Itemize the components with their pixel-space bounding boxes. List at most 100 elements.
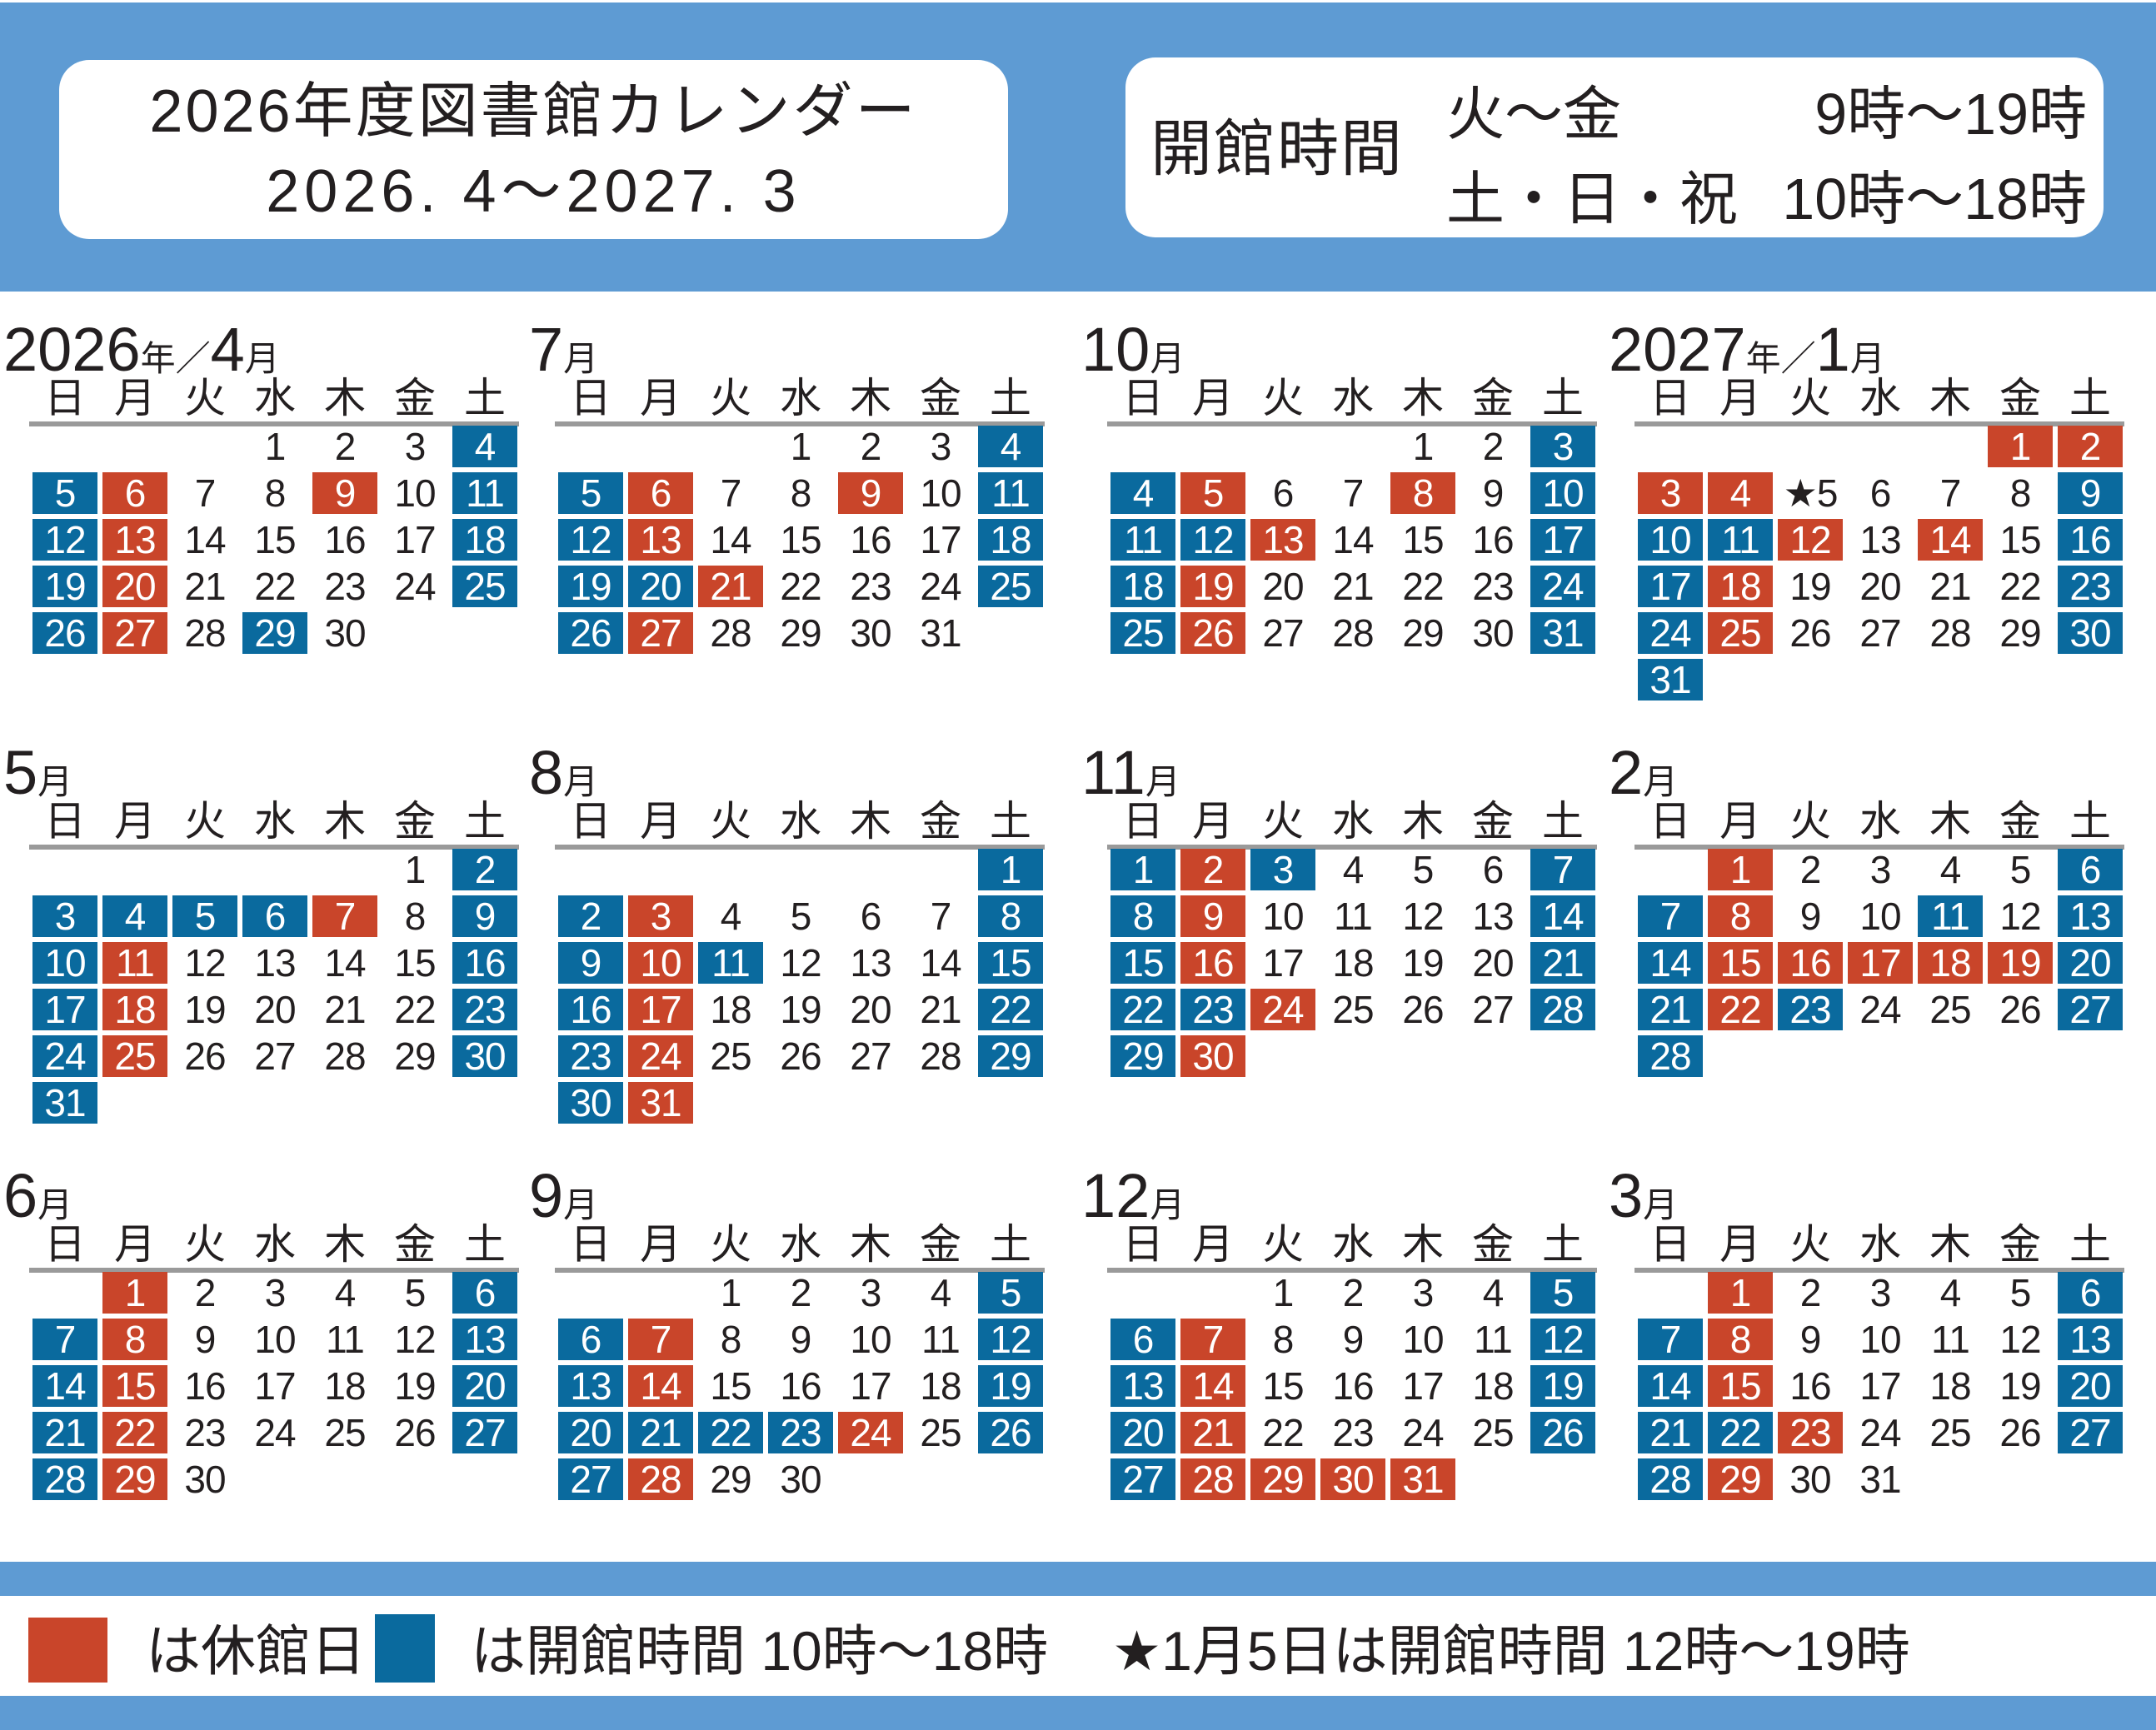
- day-cell-short: 20: [558, 1412, 623, 1453]
- calendar-period: 2026. 4～2027. 3: [266, 158, 801, 225]
- day-cell-normal: 29: [394, 1035, 436, 1078]
- day-cell-short: 22: [698, 1412, 763, 1453]
- weekday-header: 木: [324, 375, 366, 421]
- day-cell-short: 20: [452, 1365, 517, 1407]
- day-cell-closed: 26: [1180, 612, 1245, 654]
- day-cell-normal: 12: [394, 1318, 436, 1361]
- day-cell-normal: 14: [920, 941, 961, 985]
- day-cell-normal: 23: [324, 565, 366, 608]
- weekday-header: 木: [1402, 798, 1444, 845]
- day-cell-short: 18: [1110, 566, 1175, 607]
- day-cell-normal: 9: [1799, 895, 1822, 938]
- day-cell-normal: 3: [404, 425, 427, 468]
- day-cell-short: 21: [32, 1412, 97, 1453]
- day-cell-normal: 22: [1262, 1411, 1304, 1454]
- day-cell-short: 14: [32, 1365, 97, 1407]
- day-cell-normal: 31: [1859, 1458, 1901, 1501]
- day-cell-normal: 19: [1402, 941, 1444, 985]
- day-cell-short: 20: [1110, 1412, 1175, 1453]
- weekday-header: 土: [1542, 375, 1584, 421]
- month-title-suffix: 月: [37, 762, 73, 801]
- day-cell-short: 7: [1638, 1319, 1703, 1360]
- weekday-header: 月: [640, 1221, 681, 1268]
- day-cell-short: 12: [1180, 519, 1245, 561]
- weekday-header: 火: [710, 1221, 751, 1268]
- day-cell-normal: 22: [1999, 565, 2041, 608]
- day-cell-normal: 24: [1859, 1411, 1901, 1454]
- day-cell-normal: 2: [860, 425, 882, 468]
- day-cell-closed: 13: [1250, 519, 1315, 561]
- weekday-header: 金: [1472, 798, 1514, 845]
- day-cell-normal: 16: [1789, 1364, 1831, 1408]
- day-cell-normal: 6: [860, 895, 882, 938]
- day-cell-short: 6: [2058, 849, 2123, 890]
- day-cell-short: 8: [978, 895, 1043, 937]
- day-cell-normal: 23: [850, 565, 891, 608]
- day-cell-short: 24: [1638, 612, 1703, 654]
- day-cell-normal: 30: [324, 611, 366, 655]
- weekday-header: 土: [1542, 798, 1584, 845]
- day-cell-normal: 26: [184, 1035, 226, 1078]
- day-cell-normal: 2: [334, 425, 357, 468]
- month-apr: 2026年／4月日月火水木金土 1 2 3 4 5 6 7 8 9 10 11 12 13 14 15 16 17…: [0, 317, 519, 733]
- day-cell-short: 22: [1110, 989, 1175, 1030]
- weekday-header: 火: [1262, 375, 1304, 421]
- day-cell-closed: 29: [102, 1458, 167, 1500]
- weekday-divider: [1107, 1268, 1597, 1273]
- day-cell-normal: 14: [184, 518, 226, 561]
- day-cell-normal: 21: [1929, 565, 1971, 608]
- day-cell-closed: 24: [1250, 989, 1315, 1030]
- month-feb: 2月日月火水木金土 1 2 3 4 5 6 7 8 9 10 11 12 13 14 15 16 17 18 19 20…: [1605, 740, 2124, 1156]
- weekday-header: 火: [184, 1221, 226, 1268]
- day-cell-normal: 10: [1859, 1318, 1901, 1361]
- day-cell-normal: 4: [1342, 848, 1365, 891]
- day-cell-short: 7: [32, 1319, 97, 1360]
- calendar-title: 2026年度図書館カレンダー: [149, 78, 918, 145]
- day-cell-closed: 14: [1180, 1365, 1245, 1407]
- day-cell-short: 1: [978, 849, 1043, 890]
- day-cell-short: 6: [558, 1319, 623, 1360]
- day-cell-closed: 1: [1708, 1272, 1773, 1314]
- day-cell-closed: 21: [1180, 1412, 1245, 1453]
- day-cell-normal: 17: [850, 1364, 891, 1408]
- weekday-divider: [29, 421, 519, 426]
- weekday-header: 日: [1649, 375, 1691, 421]
- day-cell-normal: 1: [264, 425, 287, 468]
- day-cell-short: 13: [558, 1365, 623, 1407]
- day-cell-short: 28: [32, 1458, 97, 1500]
- day-cell-short: 11: [978, 472, 1043, 514]
- day-cell-closed: 23: [1778, 1412, 1843, 1453]
- day-cell-normal: 12: [1999, 895, 2041, 938]
- day-cell-normal: 23: [1472, 565, 1514, 608]
- month-aug: 8月日月火水木金土 1 2 3 4 5 6 7 8 9 10 11 12 13 14 15 16 17 18 19 20…: [526, 740, 1045, 1156]
- month-title: 3月: [1609, 1163, 1678, 1239]
- day-cell-normal: 7: [1939, 471, 1962, 515]
- weekday-header: 日: [1122, 798, 1164, 845]
- day-cell-short: 29: [978, 1035, 1043, 1077]
- weekday-hours-days: 火～金: [1446, 82, 1621, 147]
- day-cell-closed: 5: [1180, 472, 1245, 514]
- day-cell-closed: 13: [102, 519, 167, 561]
- day-cell-short: 19: [558, 566, 623, 607]
- month-title: 12月: [1081, 1163, 1185, 1239]
- day-cell-normal: 26: [1402, 988, 1444, 1031]
- month-title: 9月: [529, 1163, 598, 1239]
- month-title-suffix: 月: [1145, 762, 1180, 801]
- month-title-suffix: 月: [1150, 339, 1185, 378]
- weekday-header: 水: [1332, 1221, 1374, 1268]
- day-cell-normal: 1: [720, 1271, 742, 1314]
- day-cell-short: 23: [1778, 989, 1843, 1030]
- month-title-suffix: 月: [1643, 762, 1679, 801]
- weekday-header: 木: [1929, 375, 1971, 421]
- day-cell-normal: 30: [184, 1458, 226, 1501]
- weekday-header: 金: [1472, 375, 1514, 421]
- day-cell-normal: 28: [920, 1035, 961, 1078]
- day-cell-normal: 6: [1482, 848, 1505, 891]
- day-cell-short: 27: [1110, 1458, 1175, 1500]
- day-cell-normal: 17: [920, 518, 961, 561]
- day-cell-closed: 3: [1638, 472, 1703, 514]
- weekday-header: 日: [44, 375, 86, 421]
- day-cell-short: 7: [1530, 849, 1595, 890]
- weekday-header: 月: [1719, 375, 1761, 421]
- day-cell-closed: 1: [1988, 426, 2053, 467]
